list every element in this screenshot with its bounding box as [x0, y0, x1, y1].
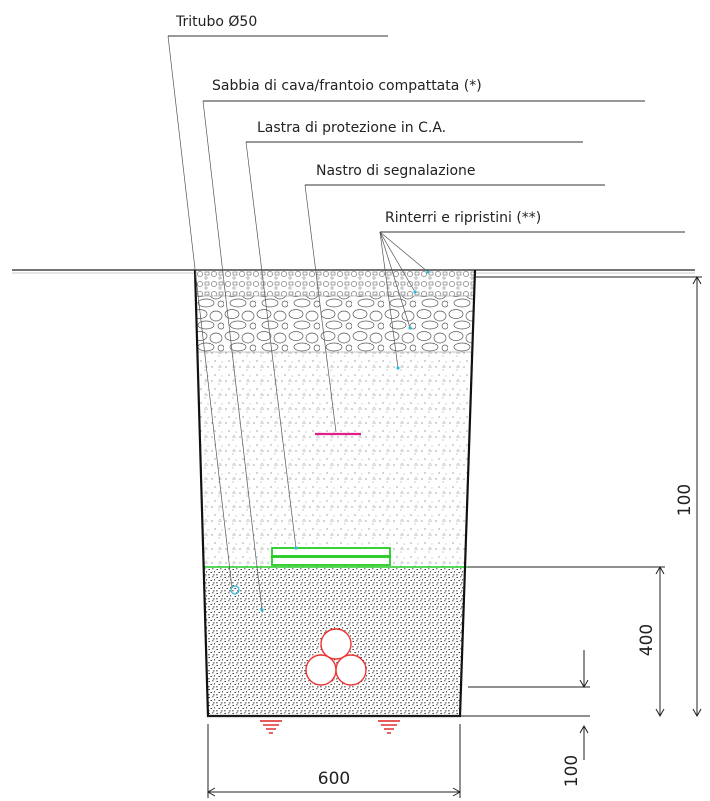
tritubo-pipes [305, 628, 367, 686]
pipe-left [305, 654, 337, 686]
dimension-bedding-height: 400 [468, 565, 665, 718]
pipe-top [320, 628, 352, 660]
ground-symbol-left [260, 720, 282, 734]
ground-symbol-right [378, 720, 400, 734]
backfill-sand-layer [195, 352, 475, 567]
tritubo-marker [230, 585, 240, 595]
pipe-right [335, 654, 367, 686]
dim-bottom-offset-text: 100 [562, 755, 582, 787]
dim-total-depth-text: 100 [675, 484, 695, 516]
label-nastro: Nastro di segnalazione [316, 163, 476, 179]
dim-width-text: 600 [318, 769, 350, 789]
dim-bedding-height-text: 400 [637, 624, 657, 656]
label-rinterri: Rinterri e ripristini (**) [385, 210, 541, 226]
leader-lines [167, 35, 429, 611]
label-tritubo: Tritubo Ø50 [175, 14, 257, 30]
dimension-bottom-offset: 100 [468, 650, 590, 787]
gravel-layer [195, 296, 475, 352]
dimension-width: 600 [206, 724, 462, 798]
trench-fill [195, 270, 475, 716]
protection-plate [271, 547, 391, 566]
surface-layer [195, 270, 475, 296]
label-sabbia: Sabbia di cava/frantoio compattata (*) [212, 78, 482, 94]
leader-dots [260, 270, 430, 612]
dimension-total-depth: 100 [475, 275, 702, 718]
label-lastra: Lastra di protezione in C.A. [257, 120, 446, 136]
